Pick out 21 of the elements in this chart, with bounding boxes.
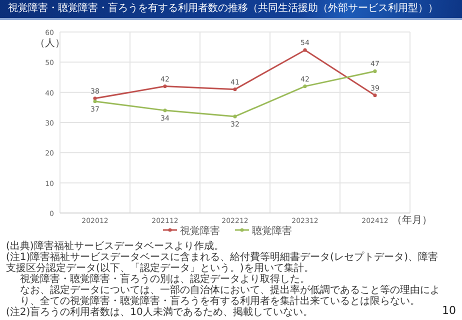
text: 視覚障害・聴覚障害・盲ろうの別は、認定データより取得した。	[19, 274, 311, 285]
point	[303, 48, 307, 52]
x-axis-title: （年月）	[392, 214, 432, 226]
point	[303, 84, 307, 88]
point	[93, 96, 97, 100]
point	[93, 100, 97, 104]
legend-label: 視覚障害	[180, 225, 220, 237]
point	[163, 84, 167, 88]
point	[373, 69, 377, 74]
point	[233, 88, 237, 92]
point	[373, 94, 377, 98]
point	[233, 114, 237, 118]
text: (注2)盲ろうの利用者数は、10人未満であるため、掲載していない。	[6, 307, 314, 318]
legend-label: 聴覚障害	[252, 225, 292, 237]
text: (注1)障害福祉サービスデータベースに含まれる、給付費等明細書データ(レセプトデータ)、障害支援区分認定データ(以下、「認定データ」という。)を用いて集計。	[6, 252, 439, 274]
point	[163, 108, 167, 112]
text: なお、認定データについては、一部の自治体において、提出率が低調であること等の理由により、全ての視覚障害・聴覚障害・盲ろうを有する利用者を集計出来ているとは限らない。	[20, 285, 440, 307]
y-axis-title: （人）	[35, 38, 65, 49]
text: (出典)障害福祉サービスデータベースより作成。	[6, 241, 225, 252]
chart-title: 視覚障害・聴覚障害・盲ろうを有する利用者数の推移（共同生活援助（外部サービス利用型））	[0, 0, 462, 20]
text: 10	[442, 304, 456, 317]
